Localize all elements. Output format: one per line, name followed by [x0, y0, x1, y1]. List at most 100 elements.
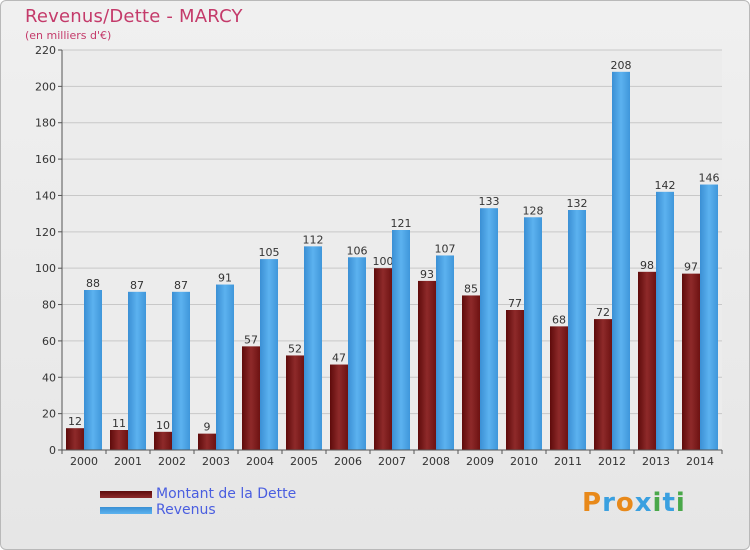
data-label: 128 — [523, 204, 544, 217]
bar-revenus — [436, 255, 454, 450]
bar-revenus — [84, 290, 102, 450]
data-label: 12 — [68, 415, 82, 428]
bar-revenus — [216, 284, 234, 450]
legend-label-dette: Montant de la Dette — [156, 486, 297, 502]
x-tick-label: 2003 — [202, 455, 230, 468]
bar-dette — [462, 295, 480, 450]
chart-subtitle: (en milliers d'€) — [25, 29, 112, 42]
data-label: 47 — [332, 352, 346, 365]
bar-dette — [550, 326, 568, 450]
x-tick-label: 2011 — [554, 455, 582, 468]
chart-title: Revenus/Dette - MARCY — [25, 6, 243, 27]
data-label: 105 — [259, 246, 280, 259]
y-tick-label: 60 — [42, 335, 56, 348]
bar-revenus — [392, 230, 410, 450]
y-tick-label: 120 — [35, 226, 56, 239]
legend-label-revenus: Revenus — [156, 502, 216, 518]
bar-dette — [66, 428, 84, 450]
y-tick-label: 140 — [35, 189, 56, 202]
logo-letter: t — [662, 488, 676, 518]
legend: Montant de la Dette Revenus — [100, 486, 296, 518]
data-label: 132 — [567, 197, 588, 210]
x-tick-label: 2006 — [334, 455, 362, 468]
bar-revenus — [700, 184, 718, 450]
x-tick-label: 2013 — [642, 455, 670, 468]
data-label: 88 — [86, 277, 100, 290]
data-label: 106 — [347, 244, 368, 257]
legend-swatch-revenus — [100, 506, 152, 514]
y-tick-label: 180 — [35, 117, 56, 130]
x-tick-label: 2012 — [598, 455, 626, 468]
y-tick-label: 80 — [42, 299, 56, 312]
y-tick-label: 160 — [35, 153, 56, 166]
logo-letter: i — [675, 488, 686, 518]
data-label: 112 — [303, 233, 324, 246]
legend-item-dette: Montant de la Dette — [100, 486, 296, 502]
data-label: 107 — [435, 242, 456, 255]
x-tick-label: 2005 — [290, 455, 318, 468]
proxiti-logo: Proxiti — [582, 488, 686, 518]
bar-dette — [286, 355, 304, 450]
data-label: 10 — [156, 419, 170, 432]
data-label: 93 — [420, 268, 434, 281]
bar-dette — [242, 346, 260, 450]
legend-swatch-dette — [100, 490, 152, 498]
bar-revenus — [348, 257, 366, 450]
bar-revenus — [524, 217, 542, 450]
x-tick-label: 2004 — [246, 455, 274, 468]
y-tick-label: 200 — [35, 80, 56, 93]
bar-dette — [374, 268, 392, 450]
data-label: 133 — [479, 195, 500, 208]
data-label: 100 — [373, 255, 394, 268]
bar-revenus — [612, 71, 630, 451]
data-label: 85 — [464, 282, 478, 295]
data-label: 52 — [288, 342, 302, 355]
logo-letter: P — [582, 488, 603, 518]
bar-dette — [418, 280, 436, 450]
data-label: 72 — [596, 306, 610, 319]
data-label: 97 — [684, 261, 698, 274]
x-tick-label: 2000 — [70, 455, 98, 468]
data-label: 146 — [699, 172, 720, 185]
data-label: 68 — [552, 313, 566, 326]
bar-dette — [154, 431, 172, 450]
axes: 0 20 40 60 80 100 120 140 160 180 200 220 2000 2001 20… — [35, 44, 723, 468]
logo-letter: o — [615, 488, 635, 518]
data-label: 77 — [508, 297, 522, 310]
y-tick-label: 40 — [42, 371, 56, 384]
bar-revenus — [128, 291, 146, 450]
x-tick-label: 2007 — [378, 455, 406, 468]
bar-dette — [682, 273, 700, 450]
data-label: 9 — [204, 421, 211, 434]
data-label: 121 — [391, 217, 412, 230]
bar-dette — [594, 319, 612, 450]
data-label: 208 — [611, 59, 632, 72]
data-label: 87 — [174, 279, 188, 292]
x-tick-label: 2001 — [114, 455, 142, 468]
bar-revenus — [172, 291, 190, 450]
logo-letter: r — [602, 488, 616, 518]
logo-letter: x — [634, 488, 653, 518]
bar-dette — [198, 433, 216, 450]
bar-dette — [506, 310, 524, 450]
data-label: 87 — [130, 279, 144, 292]
x-tick-label: 2014 — [686, 455, 714, 468]
bar-dette — [638, 271, 656, 450]
x-tick-label: 2008 — [422, 455, 450, 468]
data-label: 57 — [244, 333, 258, 346]
bar-revenus — [260, 259, 278, 450]
x-tick-label: 2009 — [466, 455, 494, 468]
data-label: 142 — [655, 179, 676, 192]
y-tick-label: 20 — [42, 408, 56, 421]
y-tick-label: 0 — [49, 444, 56, 457]
bar-revenus — [568, 210, 586, 450]
bar-revenus — [656, 191, 674, 450]
bar-revenus — [304, 246, 322, 450]
y-tick-label: 220 — [35, 44, 56, 57]
y-tick-label: 100 — [35, 262, 56, 275]
data-label: 98 — [640, 259, 654, 272]
data-label: 91 — [218, 272, 232, 285]
x-tick-label: 2010 — [510, 455, 538, 468]
legend-item-revenus: Revenus — [100, 502, 296, 518]
